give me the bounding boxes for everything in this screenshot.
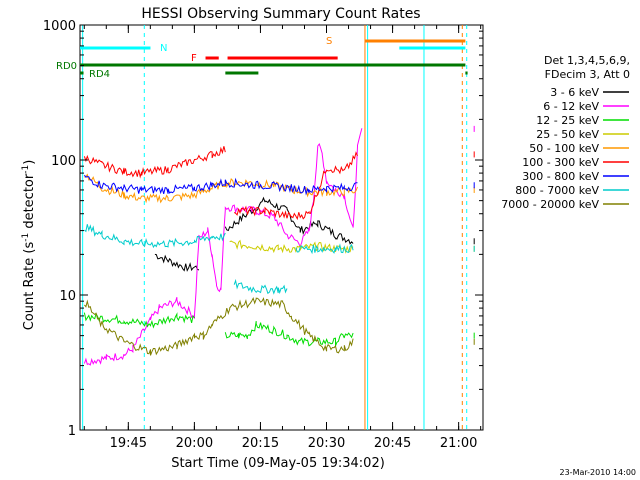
series-line-5: [83, 146, 358, 221]
chart-title: HESSI Observing Summary Count Rates: [141, 6, 420, 22]
legend-label: 7000 - 20000 keV: [501, 198, 599, 211]
y-axis-label-end: ): [22, 160, 37, 165]
flag-label-s: S: [326, 36, 332, 47]
legend-label: 3 - 6 keV: [550, 86, 599, 99]
series-line-6: [84, 174, 358, 196]
flag-label-n: N: [160, 43, 167, 54]
x-axis-label: Start Time (09-May-05 19:34:02): [171, 456, 385, 471]
x-tick-label: 19:45: [110, 436, 147, 451]
x-tick-label: 20:15: [242, 436, 279, 451]
legend-label: 800 - 7000 keV: [515, 184, 599, 197]
legend-label: 100 - 300 keV: [522, 156, 599, 169]
series-line-3: [229, 239, 354, 254]
x-tick-label: 21:00: [440, 436, 477, 451]
plot-area: [79, 24, 484, 431]
footer-date: 23-Mar-2010 14:00: [560, 468, 637, 477]
y-tick-label: 10: [59, 289, 76, 304]
series-line-8: [84, 297, 354, 356]
flag-label-f: F: [191, 53, 197, 64]
legend-label: 6 - 12 keV: [543, 100, 599, 113]
legend-header-line-2: FDecim 3, Att 0: [545, 68, 630, 81]
y-tick-label: 100: [51, 154, 76, 169]
flag-label-rd4: RD4: [89, 69, 110, 80]
x-tick-label: 20:30: [308, 436, 345, 451]
legend: Det 1,3,4,5,6,9, FDecim 3, Att 0 3 - 6 k…: [501, 54, 630, 211]
y-axis-label: Count Rate (s-1 detector-1): [21, 160, 37, 331]
legend-label: 25 - 50 keV: [536, 128, 599, 141]
legend-label: 300 - 800 keV: [522, 170, 599, 183]
plot-border: [79, 24, 484, 431]
series-layer: [83, 125, 475, 366]
y-axis-label-mid: detector: [22, 173, 37, 233]
series-line-7: [84, 224, 354, 295]
series-line-1: [83, 128, 363, 366]
series-line-4: [84, 173, 358, 204]
x-tick-label: 20:00: [176, 436, 213, 451]
y-axis-label-sup2: -1: [21, 165, 31, 174]
y-tick-label: 1000: [43, 19, 76, 34]
series-line-2: [83, 312, 354, 347]
legend-label: 12 - 25 keV: [536, 114, 599, 127]
legend-label: 50 - 100 keV: [529, 142, 599, 155]
y-axis-label-sup1: -1: [21, 233, 31, 242]
y-tick-label: 1: [68, 424, 76, 439]
y-axis-label-main: Count Rate (s: [22, 242, 37, 331]
flag-label-rd0: RD0: [56, 61, 77, 72]
flag-bars: RD0 RD4 N F S: [56, 25, 468, 430]
axes-layer: 1 10 100 1000 19:45 20:00 20:15 20:30 20:45 21:00: [43, 19, 483, 451]
x-tick-label: 20:45: [374, 436, 411, 451]
legend-header-line-1: Det 1,3,4,5,6,9,: [544, 54, 630, 67]
